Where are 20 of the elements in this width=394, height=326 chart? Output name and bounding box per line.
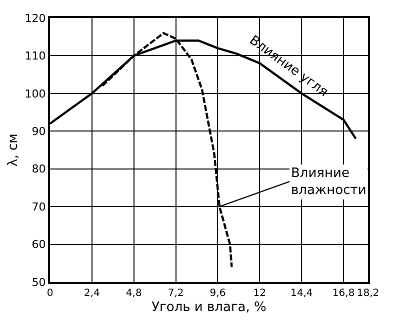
x-axis-title: Уголь и влага, %	[152, 300, 266, 316]
x-tick-label: 0	[46, 288, 54, 299]
x-tick-label: 16,8	[332, 288, 355, 299]
x-tick-label: 4,8	[126, 288, 142, 299]
y-tick-label: 60	[32, 238, 46, 252]
y-tick-label: 120	[24, 12, 46, 25]
y-tick-label: 110	[24, 50, 46, 63]
text: Влияние влажности	[291, 166, 366, 198]
x-tick-label: 12	[253, 288, 266, 299]
y-tick-label: 50	[32, 276, 46, 289]
y-tick-label: 70	[32, 200, 46, 214]
y-tick-label: 80	[32, 162, 46, 176]
x-tick-label: 7,2	[168, 288, 184, 299]
x-tick-label: 2,4	[84, 288, 100, 299]
x-tick-label: 18,2	[356, 288, 380, 299]
y-tick-label: 90	[32, 124, 46, 138]
x-tick-label: 14,4	[290, 288, 313, 299]
y-tick-label: 100	[24, 87, 46, 100]
x-tick-label: 9,6	[210, 288, 226, 299]
y-axis-title: λ, см	[6, 134, 22, 166]
